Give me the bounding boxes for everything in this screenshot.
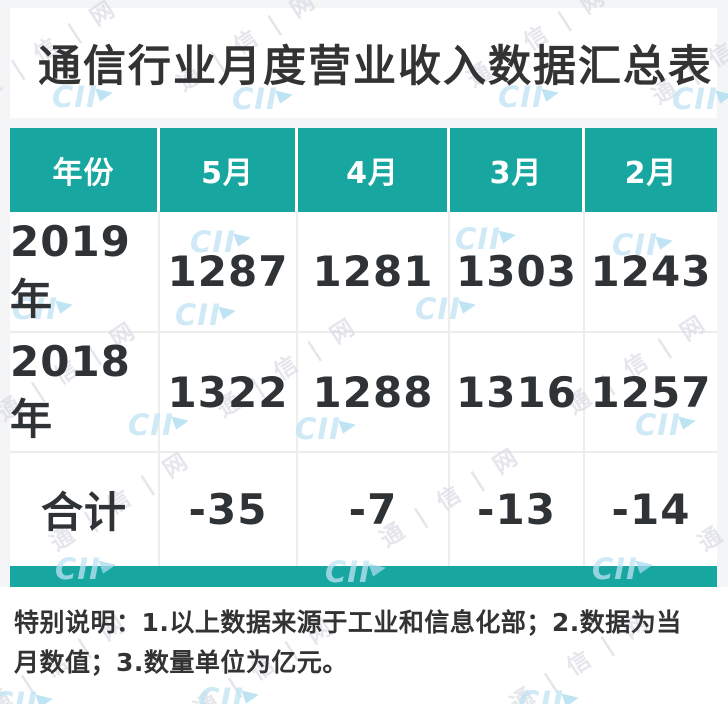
- table-header-row: 年份 5月 4月 3月 2月: [10, 128, 717, 212]
- table-bottom-bar: [10, 566, 717, 588]
- value-cell: 1243: [590, 247, 712, 296]
- value-cell: -35: [160, 453, 298, 566]
- header-cell-april: 4月: [298, 128, 450, 212]
- value-cell: 1257: [590, 367, 712, 417]
- value-cell: 1287: [160, 212, 298, 331]
- value-cell: 1322: [160, 333, 298, 451]
- value-cell: -7: [298, 453, 450, 566]
- page-title: 通信行业月度营业收入数据汇总表: [38, 42, 713, 92]
- value-cell: 1303: [450, 212, 585, 331]
- header-cell-february: 2月: [624, 156, 678, 191]
- value-cell: -13: [450, 453, 585, 566]
- row-label-cell: 2019年: [10, 212, 160, 331]
- header-cell-march: 3月: [450, 128, 585, 212]
- value-cell: 1316: [450, 333, 585, 451]
- header-cell-year: 年份: [10, 128, 160, 212]
- revenue-table: 年份 5月 4月 3月 2月 2019年 1287 1281 1303 1243…: [10, 128, 717, 588]
- row-label-cell: 2018年: [10, 333, 160, 451]
- value-cell: 1288: [298, 333, 450, 451]
- header-cell-may: 5月: [160, 128, 298, 212]
- watermark-flag-icon: [715, 85, 728, 104]
- table-row-2018: 2018年 1322 1288 1316 1257: [10, 333, 717, 453]
- value-cell: 1281: [298, 212, 450, 331]
- footer-card: 特别说明：1.以上数据来源于工业和信息化部；2.数据为当月数值；3.数量单位为亿…: [0, 587, 728, 704]
- value-cell: -14: [611, 485, 691, 534]
- row-label-cell: 合计: [10, 453, 160, 566]
- table-row-2019: 2019年 1287 1281 1303 1243: [10, 212, 717, 333]
- footer-note: 特别说明：1.以上数据来源于工业和信息化部；2.数据为当月数值；3.数量单位为亿…: [14, 608, 682, 677]
- title-card: 通信行业月度营业收入数据汇总表: [10, 8, 717, 118]
- table-row-total: 合计 -35 -7 -13 -14: [10, 453, 717, 566]
